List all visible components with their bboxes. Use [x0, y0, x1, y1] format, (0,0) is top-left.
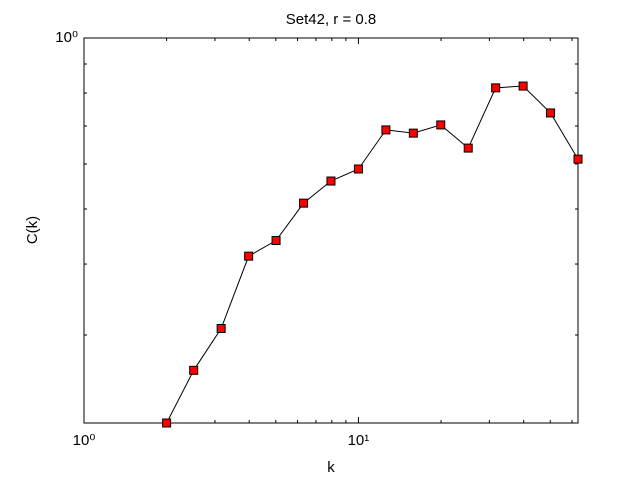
marker [189, 365, 199, 375]
x-tick-label: 10⁰ [73, 432, 96, 449]
x-axis-label: k [327, 459, 335, 476]
y-tick-label: 10⁰ [55, 29, 78, 46]
marker [271, 236, 281, 246]
marker [299, 198, 309, 208]
marker [162, 418, 172, 428]
plot-frame [83, 37, 579, 424]
marker [463, 143, 473, 153]
chart-title: Set42, r = 0.8 [286, 11, 376, 28]
marker [408, 128, 418, 138]
marker [326, 176, 336, 186]
marker [353, 164, 363, 174]
x-tick-label: 10¹ [348, 432, 370, 449]
marker [518, 81, 528, 91]
marker [216, 324, 226, 334]
series-line [166, 85, 579, 424]
marker [491, 83, 501, 93]
marker [546, 108, 556, 118]
marker [381, 125, 391, 135]
marker [244, 251, 254, 261]
y-axis-label: C(k) [24, 216, 41, 244]
marker [573, 154, 583, 164]
marker [436, 120, 446, 130]
